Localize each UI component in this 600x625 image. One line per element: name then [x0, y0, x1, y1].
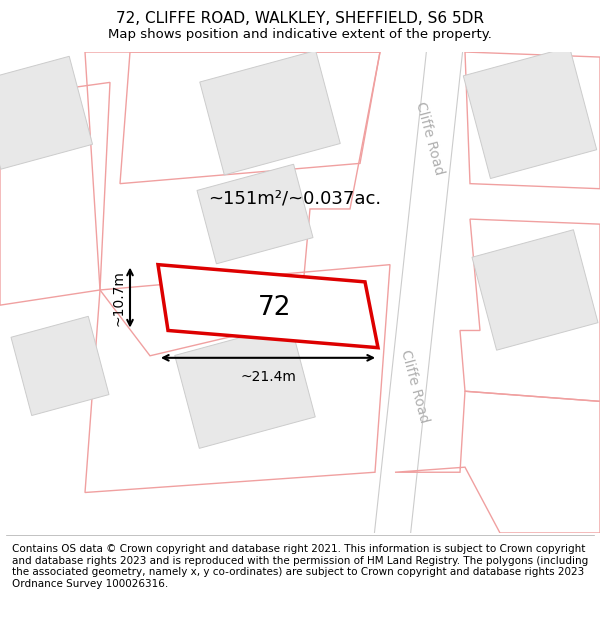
Text: ~21.4m: ~21.4m	[240, 370, 296, 384]
Polygon shape	[175, 324, 315, 448]
Polygon shape	[463, 47, 597, 179]
Polygon shape	[158, 264, 378, 348]
Polygon shape	[11, 316, 109, 416]
Text: Contains OS data © Crown copyright and database right 2021. This information is : Contains OS data © Crown copyright and d…	[12, 544, 588, 589]
Text: ~10.7m: ~10.7m	[111, 269, 125, 326]
Polygon shape	[197, 164, 313, 264]
Text: Cliffe Road: Cliffe Road	[413, 100, 446, 176]
Text: Map shows position and indicative extent of the property.: Map shows position and indicative extent…	[108, 28, 492, 41]
Polygon shape	[472, 230, 598, 350]
Polygon shape	[200, 51, 340, 175]
Text: Cliffe Road: Cliffe Road	[398, 348, 431, 424]
Text: 72, CLIFFE ROAD, WALKLEY, SHEFFIELD, S6 5DR: 72, CLIFFE ROAD, WALKLEY, SHEFFIELD, S6 …	[116, 11, 484, 26]
Text: 72: 72	[258, 295, 292, 321]
Polygon shape	[374, 45, 463, 540]
Polygon shape	[0, 56, 92, 169]
Text: ~151m²/~0.037ac.: ~151m²/~0.037ac.	[208, 190, 382, 208]
